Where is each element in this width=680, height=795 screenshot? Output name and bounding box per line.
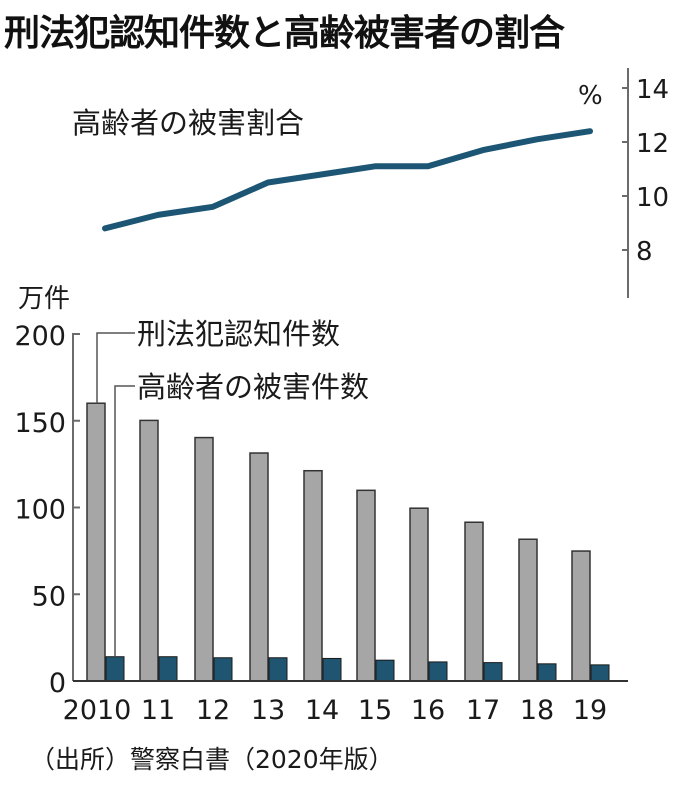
- x-tick-label: 17: [466, 695, 500, 726]
- x-tick-label: 12: [196, 695, 230, 726]
- bar-total: [571, 550, 591, 682]
- left-y-tick-label: 0: [49, 668, 66, 699]
- source-note: （出所）警察白書（2020年版）: [30, 745, 394, 774]
- bar-total: [86, 402, 106, 682]
- legend-leader-total: [96, 332, 135, 404]
- bar-elderly: [375, 659, 395, 682]
- pct-unit-label: %: [578, 81, 603, 111]
- left-y-tick-label: 150: [14, 408, 66, 439]
- bar-elderly: [322, 657, 342, 682]
- x-tick-label: 15: [358, 695, 392, 726]
- right-y-tick-label: 10: [636, 183, 669, 213]
- bar-total: [518, 538, 538, 682]
- bar-elderly: [268, 657, 288, 682]
- bar-total: [464, 521, 484, 682]
- legend-total-label: 刑法犯認知件数: [137, 317, 340, 351]
- x-tick-label: 13: [251, 695, 285, 726]
- bar-elderly: [158, 656, 178, 682]
- legend-leader-elderly: [114, 385, 135, 657]
- bar-total: [356, 489, 376, 682]
- x-tick-label: 18: [520, 695, 554, 726]
- bar-total: [303, 469, 323, 682]
- bar-total: [409, 507, 429, 682]
- bar-elderly: [428, 661, 448, 682]
- chart-title: 刑法犯認知件数と高齢被害者の割合: [4, 13, 565, 54]
- x-tick-label: 2010: [63, 695, 132, 726]
- x-tick-label: 14: [305, 695, 339, 726]
- bar-unit-label: 万件: [18, 284, 70, 314]
- line-series-label: 高齢者の被害割合: [72, 106, 304, 140]
- bar-elderly: [590, 664, 610, 682]
- ratio-line: [102, 128, 593, 232]
- left-y-tick-label: 50: [32, 581, 66, 612]
- bar-elderly: [537, 663, 557, 682]
- bar-elderly: [213, 657, 233, 682]
- right-y-tick-label: 8: [636, 237, 653, 267]
- left-y-tick-label: 100: [14, 495, 66, 526]
- right-y-tick-label: 14: [636, 75, 669, 105]
- bar-elderly: [105, 656, 125, 682]
- bar-elderly: [483, 662, 503, 682]
- x-tick-label: 11: [141, 695, 175, 726]
- bar-total: [139, 419, 159, 682]
- left-y-tick-label: 200: [14, 321, 66, 352]
- bar-total: [194, 436, 214, 682]
- x-tick-label: 16: [411, 695, 445, 726]
- x-tick-label: 19: [573, 695, 607, 726]
- right-y-tick-label: 12: [636, 129, 669, 159]
- bar-total: [249, 452, 269, 682]
- legend-elderly-label: 高齢者の被害件数: [137, 370, 369, 404]
